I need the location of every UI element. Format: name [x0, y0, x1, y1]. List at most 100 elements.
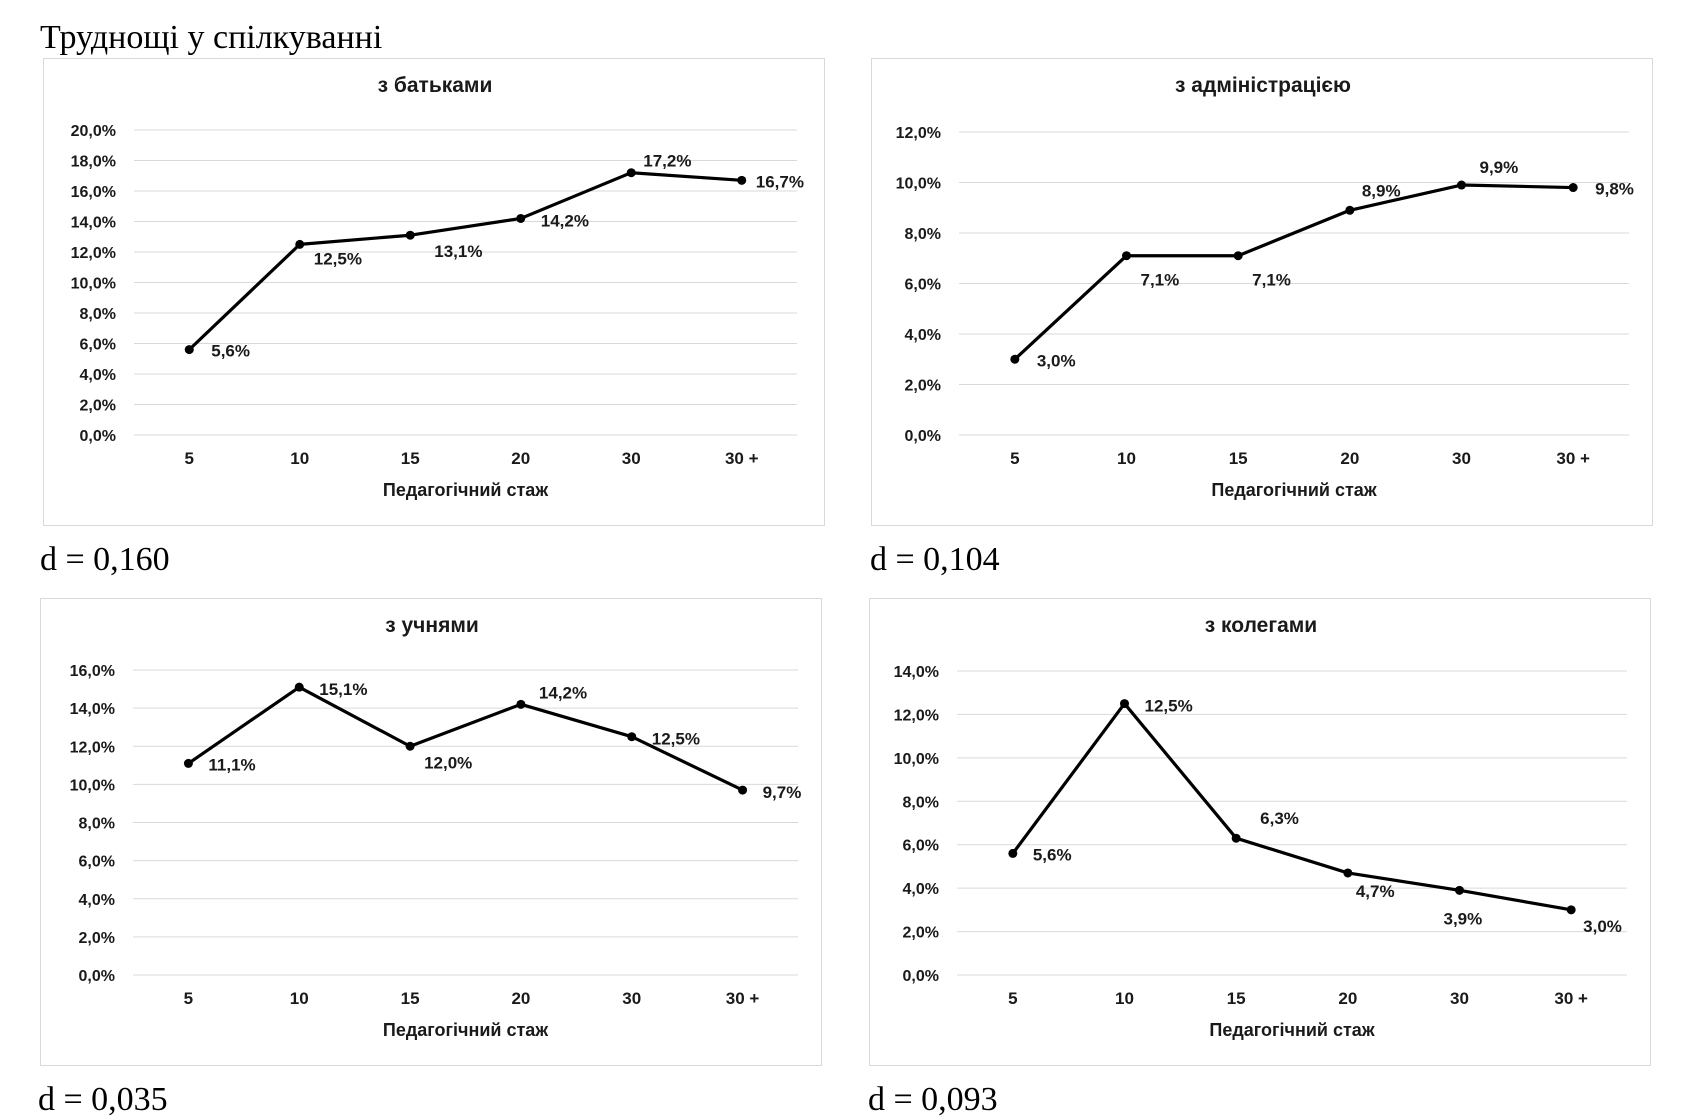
y-tick-label: 2,0%	[903, 925, 939, 942]
y-tick-label: 20,0%	[71, 123, 116, 140]
data-point	[405, 230, 415, 240]
chart-parents-d-value: d = 0,160	[40, 541, 170, 578]
chart-title: з батьками	[378, 74, 493, 97]
data-point	[295, 239, 305, 249]
x-axis-title: Педагогічний стаж	[1209, 1020, 1374, 1040]
x-tick-label: 30	[1452, 449, 1471, 468]
y-tick-label: 4,0%	[80, 367, 116, 384]
x-tick-label: 30 +	[725, 449, 759, 468]
data-point	[1457, 180, 1466, 190]
y-tick-label: 2,0%	[79, 930, 115, 947]
data-point	[516, 699, 526, 709]
y-tick-label: 0,0%	[905, 428, 941, 445]
chart-parents-svg: з батьками 0,0% 2,0% 4,0% 6,0% 8,0% 10,0% 12,0%…	[71, 74, 804, 500]
data-point	[405, 741, 415, 751]
data-point	[184, 345, 194, 355]
data-point	[516, 213, 526, 223]
x-tick-label: 5	[184, 989, 193, 1008]
chart-administration-svg: з адміністрацією 0,0% 2,0% 4,0% 6,0% 8,0% 10,0…	[896, 74, 1634, 500]
x-tick-label: 20	[511, 449, 530, 468]
data-point	[1010, 354, 1020, 364]
x-axis-title: Педагогічний стаж	[383, 1020, 548, 1040]
data-label: 13,1%	[434, 242, 482, 261]
y-tick-label: 12,0%	[894, 707, 939, 724]
chart-students: з учнями 0,0% 2,0% 4,0% 6,0% 8,0% 10,0% 12,0% 14…	[40, 598, 822, 1066]
x-tick-label: 5	[1010, 449, 1019, 468]
x-tick-label: 10	[1117, 449, 1136, 468]
data-label: 17,2%	[643, 152, 691, 171]
x-tick-label: 15	[1229, 449, 1248, 468]
data-point	[1233, 251, 1243, 261]
data-label: 12,5%	[314, 249, 362, 268]
y-tick-label: 14,0%	[71, 215, 116, 232]
data-point	[1345, 205, 1355, 215]
data-label: 3,0%	[1583, 917, 1622, 936]
data-label: 11,1%	[208, 755, 255, 774]
data-point	[627, 732, 637, 742]
chart-title: з адміністрацією	[1175, 74, 1351, 97]
data-label: 8,9%	[1362, 181, 1401, 200]
y-tick-label: 16,0%	[70, 663, 115, 680]
series-line	[187, 685, 744, 792]
y-tick-label: 0,0%	[903, 968, 939, 985]
chart-parents: з батьками 0,0% 2,0% 4,0% 6,0% 8,0% 10,0% 12,0%…	[43, 58, 825, 526]
data-point	[1455, 885, 1464, 895]
x-tick-label: 30 +	[726, 989, 760, 1008]
y-tick-label: 12,0%	[70, 739, 115, 756]
data-label: 7,1%	[1141, 271, 1180, 290]
y-tick-label: 0,0%	[80, 428, 116, 445]
x-tick-label: 20	[511, 989, 530, 1008]
data-label: 7,1%	[1252, 271, 1291, 290]
data-label: 6,3%	[1260, 809, 1299, 828]
x-tick-label: 5	[185, 449, 194, 468]
y-tick-label: 4,0%	[903, 881, 939, 898]
chart-administration: з адміністрацією 0,0% 2,0% 4,0% 6,0% 8,0% 10,0…	[871, 58, 1653, 526]
y-tick-label: 6,0%	[80, 337, 116, 354]
y-tick-label: 18,0%	[71, 154, 116, 171]
x-tick-label: 10	[1115, 989, 1134, 1008]
x-tick-label: 15	[401, 449, 420, 468]
y-tick-label: 8,0%	[903, 794, 939, 811]
data-point	[738, 785, 748, 795]
y-tick-label: 12,0%	[896, 125, 941, 142]
x-tick-label: 20	[1340, 449, 1359, 468]
data-label: 12,0%	[424, 753, 472, 772]
series-line	[1011, 701, 1572, 912]
chart-students-d-value: d = 0,035	[38, 1081, 168, 1118]
data-point	[1566, 905, 1576, 915]
data-label: 3,9%	[1444, 909, 1483, 928]
chart-students-svg: з учнями 0,0% 2,0% 4,0% 6,0% 8,0% 10,0% 12,0% 14…	[70, 614, 802, 1040]
chart-colleagues: з колегами 0,0% 2,0% 4,0% 6,0% 8,0% 10,0% 12,0%…	[869, 598, 1651, 1066]
data-label: 9,8%	[1595, 180, 1634, 199]
data-point	[183, 758, 193, 768]
data-label: 9,9%	[1480, 158, 1519, 177]
data-label: 4,7%	[1356, 882, 1395, 901]
y-tick-label: 6,0%	[79, 854, 115, 871]
x-tick-label: 20	[1338, 989, 1357, 1008]
chart-colleagues-d-value: d = 0,093	[868, 1081, 998, 1118]
data-label: 14,2%	[541, 211, 589, 230]
y-tick-label: 6,0%	[905, 277, 941, 294]
data-label: 16,7%	[756, 172, 804, 191]
series-line	[1013, 183, 1574, 361]
data-label: 3,0%	[1037, 351, 1076, 370]
data-label: 5,6%	[211, 342, 250, 361]
data-label: 12,5%	[1145, 697, 1193, 716]
y-tick-label: 8,0%	[79, 816, 115, 833]
x-tick-label: 30 +	[1556, 449, 1590, 468]
chart-title: з учнями	[385, 614, 479, 637]
x-tick-label: 30 +	[1554, 989, 1588, 1008]
y-tick-label: 0,0%	[79, 968, 115, 985]
series-line	[188, 171, 742, 351]
x-tick-label: 15	[1227, 989, 1246, 1008]
x-axis-title: Педагогічний стаж	[1211, 480, 1376, 500]
data-label: 9,7%	[763, 783, 802, 802]
y-tick-label: 14,0%	[70, 701, 115, 718]
y-tick-label: 2,0%	[905, 378, 941, 395]
y-tick-label: 14,0%	[894, 664, 939, 681]
x-tick-label: 30	[622, 989, 641, 1008]
y-tick-label: 16,0%	[71, 184, 116, 201]
y-tick-label: 8,0%	[80, 306, 116, 323]
x-tick-label: 5	[1008, 989, 1017, 1008]
y-tick-label: 10,0%	[894, 751, 939, 768]
